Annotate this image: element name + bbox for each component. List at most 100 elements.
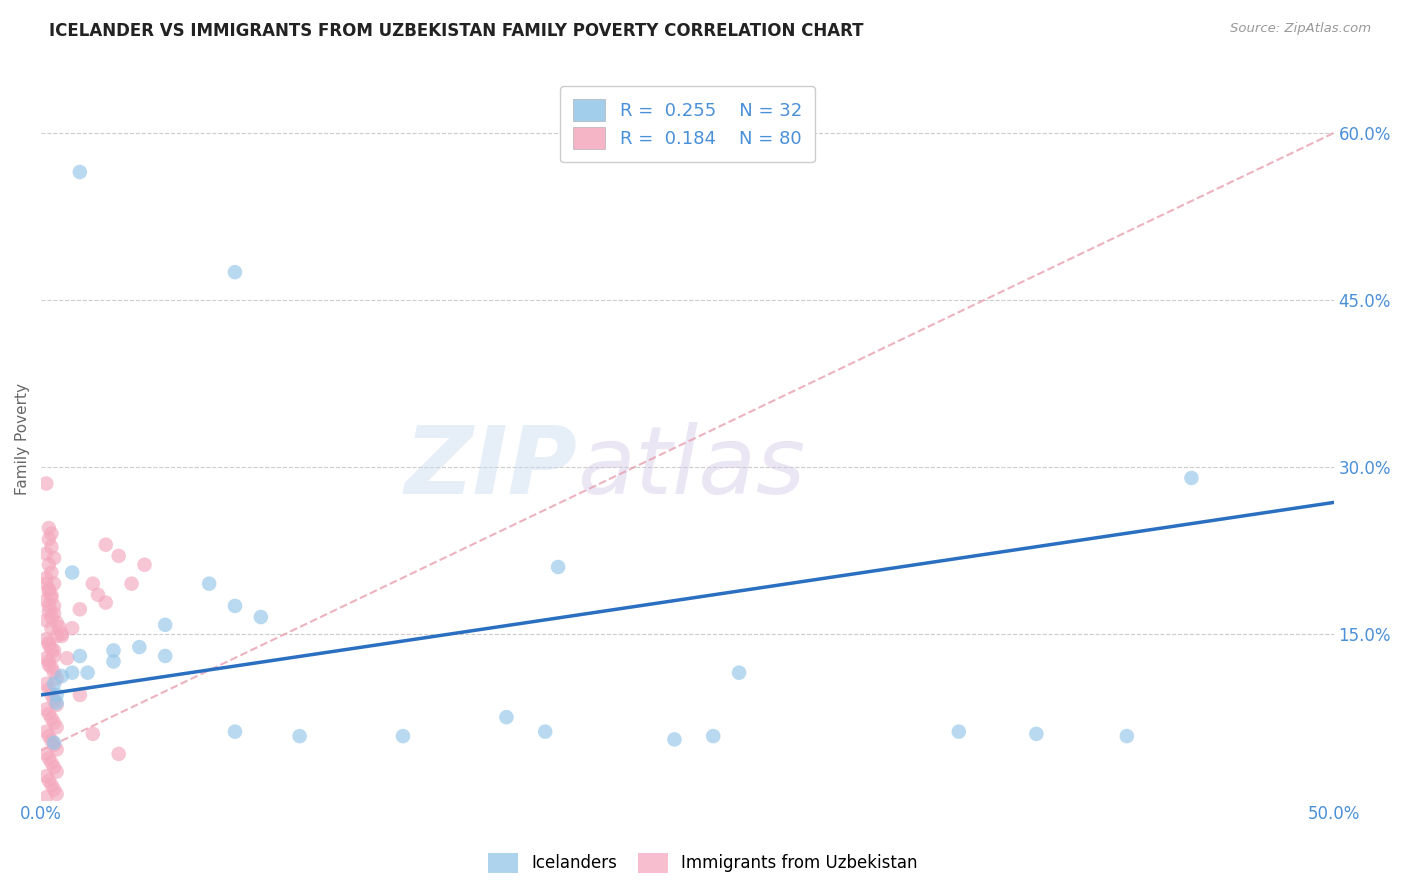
Point (35, 613, 58, 627)
Point (42, 551, 65, 566)
Point (702, 729, 724, 743)
Point (41, 621, 63, 635)
Point (69, 648, 91, 663)
Point (107, 747, 129, 761)
Point (45, 787, 67, 801)
Point (41, 660, 63, 674)
Point (41, 591, 63, 606)
Point (288, 729, 311, 743)
Point (41, 526, 63, 541)
Point (38, 729, 60, 743)
Point (1025, 727, 1047, 741)
Point (42, 736, 65, 750)
Point (60, 621, 83, 635)
Point (495, 710, 517, 724)
Point (35, 593, 58, 607)
Point (42, 648, 65, 663)
Point (35, 769, 58, 783)
Point (224, 599, 246, 613)
Point (45, 615, 67, 630)
Point (41, 756, 63, 770)
Point (38, 584, 60, 599)
Point (41, 588, 63, 602)
Point (38, 532, 60, 546)
Point (76, 665, 98, 680)
Point (103, 643, 125, 657)
Point (1115, 729, 1137, 743)
Point (153, 617, 176, 632)
Point (82, 576, 104, 591)
Point (41, 642, 63, 657)
Point (42, 677, 65, 691)
Point (41, 540, 63, 554)
Point (948, 724, 970, 739)
Point (69, 602, 91, 616)
Point (38, 635, 60, 649)
Point (94, 538, 117, 552)
Point (41, 778, 63, 792)
Point (38, 558, 60, 572)
Point (35, 790, 58, 805)
Point (51, 626, 73, 640)
Point (42, 782, 65, 797)
Point (250, 610, 273, 624)
Point (82, 727, 104, 741)
Point (392, 729, 415, 743)
Point (45, 742, 67, 756)
Point (94, 596, 117, 610)
Point (42, 599, 65, 613)
Point (41, 566, 63, 580)
Point (69, 688, 91, 702)
Text: ICELANDER VS IMMIGRANTS FROM UZBEKISTAN FAMILY POVERTY CORRELATION CHART: ICELANDER VS IMMIGRANTS FROM UZBEKISTAN … (49, 22, 863, 40)
Point (42, 738, 65, 752)
Point (45, 764, 67, 779)
Point (35, 632, 58, 647)
Point (38, 751, 60, 765)
Point (35, 576, 58, 591)
Point (42, 715, 65, 730)
Point (107, 549, 129, 563)
Point (42, 693, 65, 707)
Point (134, 558, 156, 572)
Point (45, 698, 67, 712)
Point (35, 677, 58, 691)
Point (42, 665, 65, 680)
Text: atlas: atlas (578, 423, 806, 514)
Point (38, 655, 60, 669)
Point (41, 688, 63, 702)
Point (45, 629, 67, 643)
Point (45, 696, 67, 710)
Point (42, 576, 65, 591)
Point (153, 648, 176, 663)
Point (121, 576, 143, 591)
Point (42, 760, 65, 774)
Point (38, 582, 60, 597)
Point (38, 599, 60, 613)
Point (45, 720, 67, 734)
Point (35, 747, 58, 761)
Point (45, 688, 67, 702)
Point (128, 640, 150, 654)
Point (41, 610, 63, 624)
Y-axis label: Family Poverty: Family Poverty (15, 383, 30, 495)
Point (38, 657, 60, 672)
Point (534, 724, 557, 739)
Point (35, 476, 58, 491)
Point (41, 733, 63, 747)
Point (35, 651, 58, 665)
Point (51, 629, 73, 643)
Legend: R =  0.255    N = 32, R =  0.184    N = 80: R = 0.255 N = 32, R = 0.184 N = 80 (560, 87, 814, 162)
Text: ZIP: ZIP (405, 422, 578, 514)
Point (35, 571, 58, 585)
Point (51, 669, 73, 683)
Point (42, 643, 65, 657)
Point (87, 588, 110, 602)
Point (547, 560, 569, 574)
Point (38, 638, 60, 652)
Point (35, 547, 58, 561)
Point (103, 655, 125, 669)
Point (38, 521, 60, 535)
Point (42, 607, 65, 621)
Point (38, 706, 60, 721)
Point (38, 773, 60, 788)
